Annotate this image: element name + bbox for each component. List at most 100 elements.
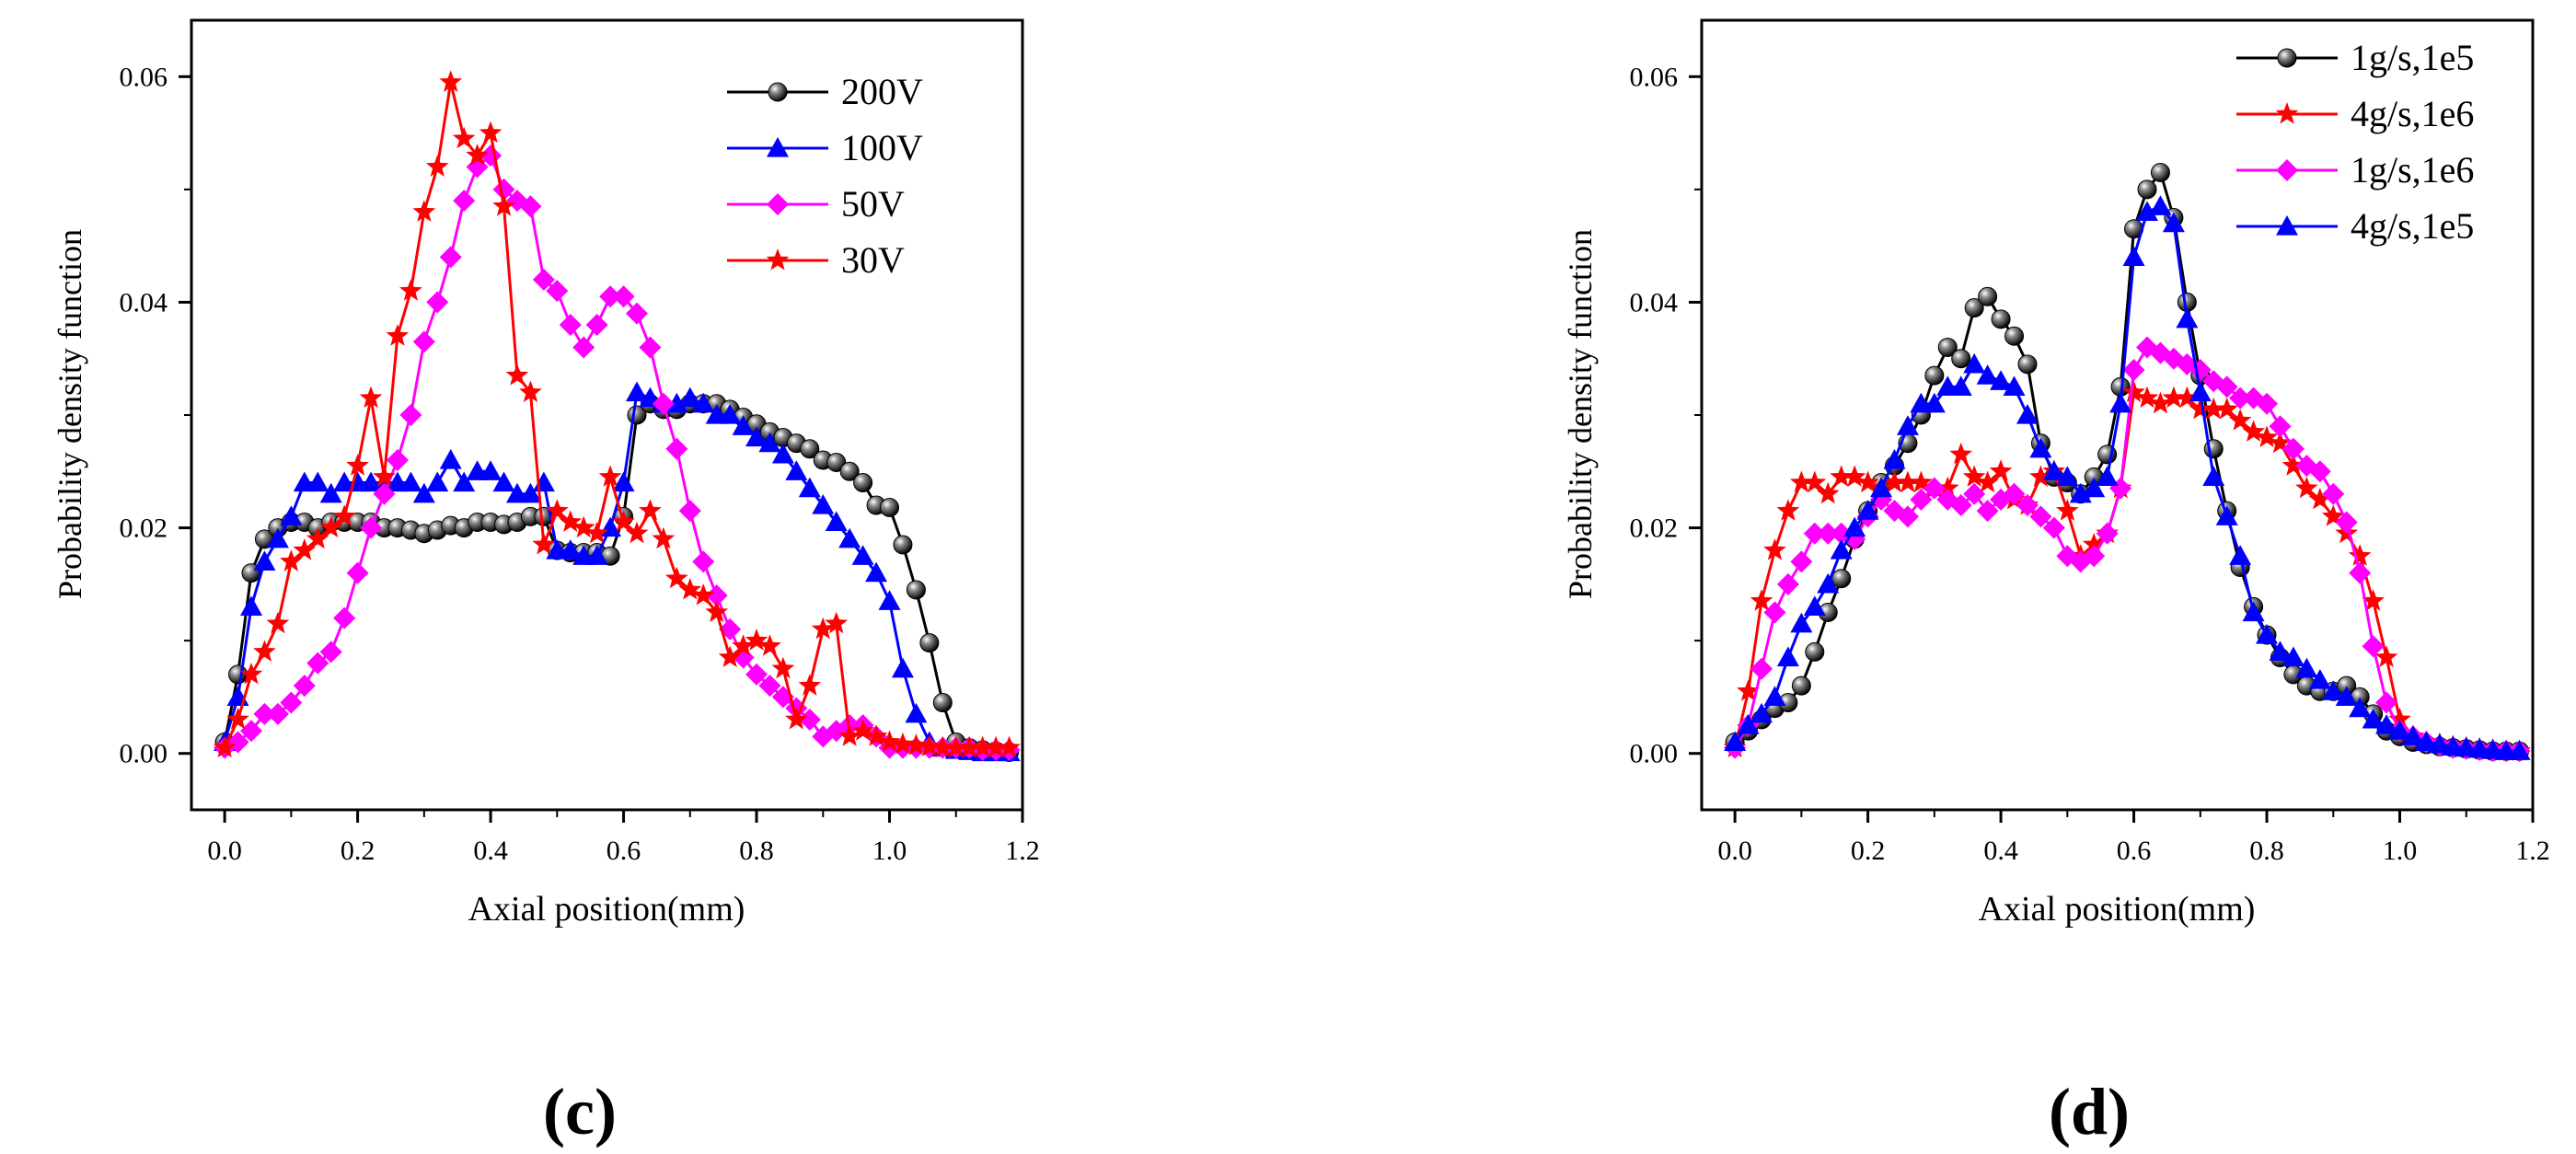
series-line: [1733, 391, 2520, 753]
data-point: [1750, 589, 1773, 611]
data-point: [572, 515, 595, 538]
legend-item: 200V: [727, 71, 923, 112]
chart-panel-c: 0.0 0.2 0.4 0.6 0.8 1.0 1.2 0.00 0.02 0.04 0.06 2…: [52, 18, 1040, 1148]
data-point: [306, 652, 329, 675]
data-point: [719, 404, 742, 424]
data-point: [1976, 500, 1999, 523]
data-point: [386, 449, 409, 472]
legend-marker: [2276, 215, 2298, 236]
data-point: [2269, 415, 2292, 438]
x-tick-label: 0.6: [2117, 836, 2152, 866]
x-axis-label: Axial position(mm): [1979, 890, 2256, 929]
data-point: [718, 645, 742, 667]
data-point: [2042, 516, 2065, 539]
series-line: [223, 391, 1010, 754]
data-point: [853, 473, 873, 493]
data-point: [373, 465, 396, 487]
data-point: [532, 471, 555, 492]
data-point: [826, 452, 847, 472]
data-point: [1870, 477, 1893, 498]
y-tick-label: 0.06: [120, 62, 168, 92]
data-point: [253, 702, 276, 725]
data-point: [639, 336, 662, 359]
x-tick-label: 0.2: [341, 836, 375, 866]
legend-marker: [2275, 102, 2299, 124]
data-point: [652, 392, 675, 415]
data-point: [1883, 449, 1906, 469]
data-point: [745, 629, 768, 651]
data-point: [2004, 326, 2025, 346]
data-point: [1883, 470, 1906, 493]
series-100V: [214, 381, 1021, 762]
data-point: [678, 387, 701, 408]
data-point: [891, 657, 914, 678]
x-axis-label: Axial position(mm): [468, 890, 745, 929]
data-point: [1750, 657, 1773, 680]
data-point: [2349, 561, 2372, 584]
data-point: [319, 515, 343, 538]
data-point: [837, 724, 861, 746]
legend-marker: [2277, 48, 2297, 68]
data-point: [1817, 572, 1840, 594]
data-point: [812, 494, 835, 514]
data-point: [1937, 337, 1958, 357]
data-point: [1935, 476, 1959, 499]
data-point: [399, 404, 422, 426]
data-point: [280, 549, 303, 571]
data-point: [626, 381, 649, 402]
data-point: [1817, 522, 1840, 545]
data-point: [1843, 516, 1866, 537]
x-tick-label: 1.0: [2383, 836, 2418, 866]
legend-item: 1g/s,1e5: [2236, 37, 2474, 78]
data-point: [2136, 201, 2159, 221]
data-point: [399, 279, 422, 301]
legend-label: 200V: [841, 71, 923, 112]
data-point: [2428, 733, 2451, 754]
data-point: [2228, 409, 2252, 431]
data-point: [1737, 679, 1760, 701]
data-point: [1803, 522, 1826, 545]
data-point: [532, 533, 556, 555]
data-point: [971, 735, 994, 758]
data-point: [2056, 466, 2079, 487]
y-tick-label: 0.00: [120, 739, 168, 769]
data-point: [2256, 392, 2279, 415]
data-point: [2242, 601, 2265, 622]
data-point: [878, 730, 901, 752]
data-point: [2003, 375, 2026, 396]
data-point: [851, 545, 874, 565]
x-tick-label: 0.8: [2249, 836, 2284, 866]
data-point: [293, 675, 316, 698]
data-point: [891, 732, 915, 755]
legend-marker: [768, 82, 788, 102]
data-point: [253, 550, 276, 571]
data-point: [2281, 437, 2305, 460]
legend-label: 100V: [841, 127, 923, 168]
data-point: [1750, 702, 1773, 723]
data-point: [2388, 707, 2411, 730]
data-point: [2096, 522, 2119, 545]
data-point: [1776, 499, 1800, 521]
data-point: [1763, 538, 1786, 560]
data-point: [2349, 697, 2372, 718]
data-point: [771, 656, 795, 679]
data-point: [2201, 397, 2225, 420]
data-point: [625, 521, 649, 544]
data-point: [678, 500, 701, 523]
data-point: [439, 246, 462, 269]
data-point: [998, 735, 1021, 758]
x-tick-label: 0.0: [207, 836, 242, 866]
data-point: [453, 471, 476, 492]
y-axis-ticks: 0.00 0.02 0.04 0.06: [1630, 62, 1702, 769]
legend-marker: [767, 193, 789, 215]
data-point: [2374, 645, 2398, 667]
data-point: [2468, 737, 2491, 758]
data-point: [2162, 386, 2186, 409]
legend-item: 100V: [727, 127, 923, 168]
legend-label: 1g/s,1e5: [2351, 37, 2474, 78]
data-point: [2029, 505, 2052, 528]
data-point: [1776, 646, 1799, 667]
data-point: [878, 590, 901, 610]
data-point: [2189, 381, 2212, 402]
data-point: [2176, 386, 2199, 409]
